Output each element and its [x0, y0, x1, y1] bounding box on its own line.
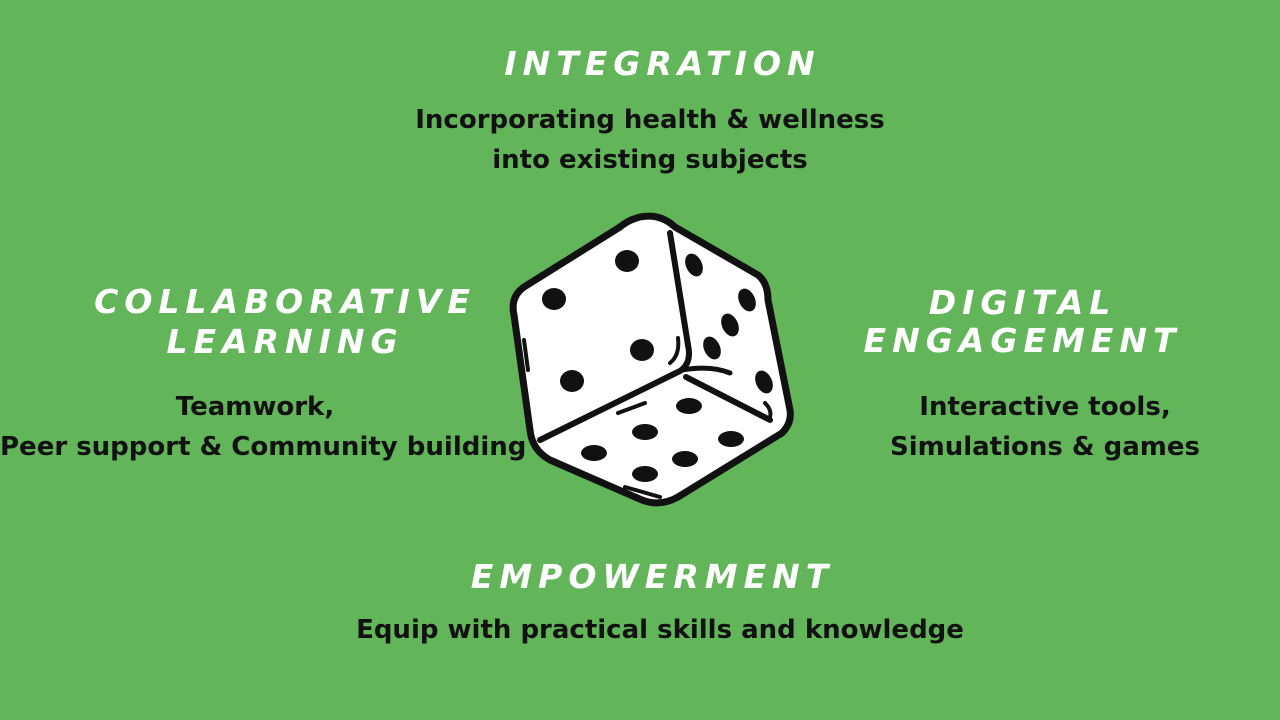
- dice-pip: [542, 288, 566, 310]
- dice-pip: [560, 370, 584, 392]
- integration-line-2: into existing subjects: [492, 145, 808, 175]
- collaborative-heading-line-2: LEARNING: [166, 322, 404, 361]
- dice-pip: [703, 336, 721, 360]
- collaborative-heading-line-1: COLLABORATIVE: [94, 282, 476, 321]
- collaborative-line-2: Peer support & Community building: [0, 432, 527, 462]
- digital-heading-line-1: DIGITAL: [928, 283, 1117, 322]
- dice-highlight-right: [763, 401, 773, 419]
- dice-highlight-left: [522, 338, 530, 372]
- empowerment-description: Equip with practical skills and knowledg…: [0, 610, 1280, 650]
- dice-pip: [676, 398, 702, 414]
- collaborative-line-1: Teamwork,: [175, 392, 335, 422]
- digital-heading-line-2: ENGAGEMENT: [863, 321, 1182, 360]
- integration-heading: INTEGRATION: [504, 44, 821, 83]
- collaborative-learning-heading: COLLABORATIVE LEARNING: [0, 282, 570, 362]
- dice-edge-right-inner: [679, 365, 733, 376]
- dice-pip: [632, 424, 658, 440]
- collaborative-learning-description: Teamwork, Peer support & Community build…: [0, 387, 527, 467]
- integration-line-1: Incorporating health & wellness: [415, 105, 885, 135]
- empowerment-line-1: Equip with practical skills and knowledg…: [356, 615, 964, 645]
- dice-pip: [755, 370, 773, 394]
- dice-pip: [581, 445, 607, 461]
- empowerment-heading: EMPOWERMENT: [470, 557, 835, 596]
- dice-highlight-bottom-1: [616, 401, 647, 415]
- digital-line-2: Simulations & games: [889, 432, 1201, 462]
- integration-description: Incorporating health & wellness into exi…: [0, 100, 1280, 180]
- dice-highlight-center: [668, 336, 681, 365]
- dice-pip: [718, 431, 744, 447]
- dice-pip: [721, 313, 739, 337]
- dice-pip: [672, 451, 698, 467]
- digital-engagement-heading: DIGITAL ENGAGEMENT: [835, 284, 1210, 360]
- digital-engagement-description: Interactive tools, Simulations & games: [870, 387, 1220, 467]
- dice-pip: [632, 466, 658, 482]
- dice-pip: [630, 339, 654, 361]
- dice-outline: [509, 212, 794, 507]
- dice-edge-right: [683, 374, 773, 423]
- digital-line-1: Interactive tools,: [919, 392, 1171, 422]
- dice-highlight-bottom-2: [623, 485, 662, 499]
- dice-edge-top-right: [667, 230, 691, 348]
- dice-pip: [685, 253, 703, 277]
- dice-pip: [615, 250, 639, 272]
- dice-icon: [509, 212, 794, 507]
- dice-pip: [738, 288, 756, 312]
